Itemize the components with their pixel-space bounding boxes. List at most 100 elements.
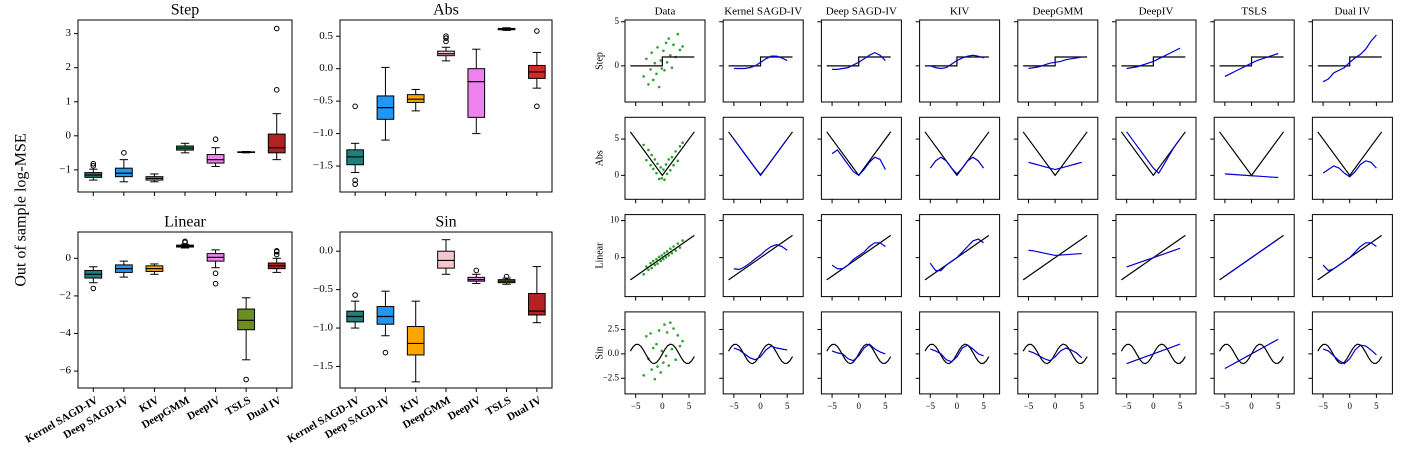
scatter-point [662,49,665,53]
scatter-point [650,153,653,157]
small-panel [1013,214,1099,301]
y-tick-label: 0 [615,60,620,70]
estimate-line [831,242,886,270]
estimate-line [832,51,886,70]
true-function [728,56,793,67]
scatter-point [670,347,674,351]
scatter-point [656,262,659,265]
plot-frame [722,214,804,298]
x-tick-label: 5 [981,401,986,411]
scatter-point [657,85,661,89]
plot-frame [1115,214,1197,298]
plot-frame [624,19,706,103]
panel-title: Step [171,2,199,19]
x-tick-label: 5 [1276,401,1281,411]
flier [90,162,97,169]
scatter-point [669,53,672,57]
plot-frame [77,231,293,389]
y-tick-label: −1.0 [313,322,333,334]
scatter-point [670,66,674,69]
true-function [1317,343,1383,365]
plot-frame [722,19,804,103]
scatter-point [651,167,655,171]
true-function [826,234,892,281]
flier [443,35,449,41]
small-panel: −5 0 5 [1112,311,1197,411]
flier [352,103,358,110]
box [206,154,225,164]
estimate-line [1224,338,1279,370]
plot-frame [1311,311,1393,395]
row-label: Step [594,52,605,70]
flier [273,25,280,32]
small-panel: 05 [615,116,706,204]
scatter-point [649,163,652,167]
y-tick-label: 0 [66,129,72,141]
estimate-line [831,343,886,362]
scatter-point [660,176,664,180]
plot-frame [1115,116,1197,200]
scatter-point [653,263,657,267]
estimate-line [930,344,984,363]
y-tick-label: 2.5 [608,324,620,334]
plot-frame [820,214,902,298]
small-panel [1308,116,1393,204]
x-tick-label: DeepIV [446,394,483,422]
plot-frame [1311,19,1393,103]
flier [443,33,449,40]
column-title: TSLS [1241,6,1267,18]
scatter-point [656,46,659,49]
small-panel [1210,19,1295,106]
x-tick-label: 0 [758,401,763,411]
box [467,68,486,118]
plot-frame [1017,214,1099,298]
scatter-point [651,259,655,263]
y-tick-label: −1.5 [313,360,333,372]
small-panel [817,214,902,301]
x-tick-label: Dual IV [245,394,284,423]
small-panel: −5 0 5 [1210,311,1295,411]
scatter-point [647,83,650,86]
scatter-point [667,254,671,257]
x-tick-label: 0 [856,401,861,411]
scatter-point [665,61,669,64]
estimate-line [1126,343,1181,365]
plot-frame [919,19,1001,103]
scatter-point [656,162,659,166]
column-title: Kernel SAGD-IV [724,6,802,18]
scatter-point [681,239,684,242]
estimate-line [1322,160,1377,178]
flier [503,273,510,280]
plot-frame [1213,214,1295,298]
scatter-point [662,257,665,261]
true-function [728,234,793,281]
scatter-point [653,61,657,65]
estimate-line [1322,242,1377,272]
y-tick-label: 0.5 [319,30,333,42]
estimate-line [1028,161,1082,171]
x-tick-label: DeepIV [185,394,222,422]
small-panel [915,19,1001,106]
plot-frame [624,311,706,395]
scatter-point [664,163,668,166]
scatter-point [669,168,672,172]
box [376,306,395,325]
row-label: Sin [594,346,605,359]
plot-frame [820,19,902,103]
estimate-line [733,55,788,70]
plot-frame [1213,311,1295,395]
estimate-line [1028,347,1083,362]
y-tick-label: 2 [66,61,72,73]
box [237,308,256,331]
flier [90,285,97,292]
y-tick-label: −6 [59,365,71,377]
true-function [826,56,891,67]
scatter-point [647,148,650,152]
small-panel: 0 10 [610,214,706,301]
plot-frame [820,116,902,200]
scatter-point [657,255,661,259]
scatter-point [667,364,671,367]
column-title: DeepIV [1139,6,1174,18]
flier [534,103,540,110]
x-tick-label: 5 [1080,401,1085,411]
